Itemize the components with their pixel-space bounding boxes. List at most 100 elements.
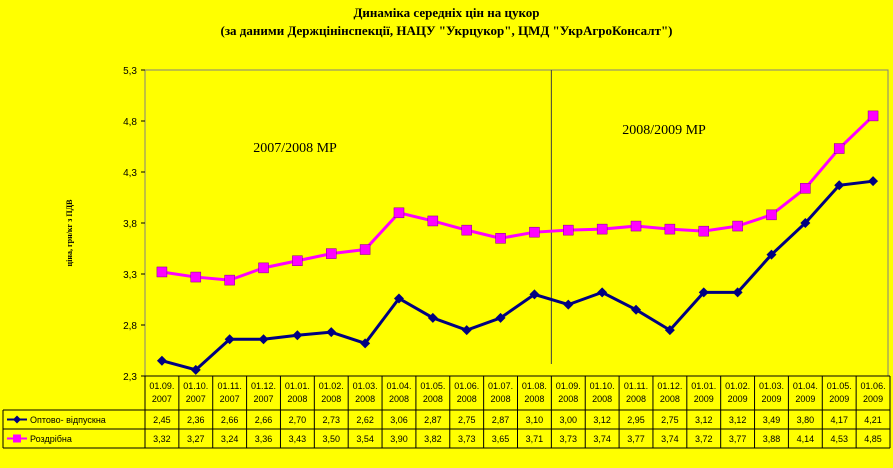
table-category-label: 01.12. (251, 381, 276, 391)
table-value-cell: 3,12 (729, 415, 747, 425)
table-value-cell: 3,90 (390, 434, 408, 444)
table-category-label: 01.05. (420, 381, 445, 391)
series-point-0 (664, 325, 675, 336)
annotation-2007-2008: 2007/2008 МР (253, 141, 337, 156)
y-tick-label: 2,3 (123, 372, 137, 383)
table-category-label: 2008 (355, 394, 375, 404)
table-category-label: 2009 (795, 394, 815, 404)
table-value-cell: 3,27 (187, 434, 205, 444)
table-category-label: 01.08. (522, 381, 547, 391)
table-category-label: 01.11. (217, 381, 241, 391)
y-tick-label: 4,3 (123, 168, 137, 179)
table-category-label: 2008 (423, 394, 443, 404)
series-point-1 (461, 224, 472, 236)
table-category-label: 01.03. (759, 381, 784, 391)
series-point-0 (258, 334, 269, 345)
y-tick-label: 3,8 (123, 219, 137, 230)
chart-subtitle: (за даними Держцінінспекції, НАЦУ "Укрцу… (220, 23, 673, 38)
table-value-cell: 3,71 (526, 434, 544, 444)
table-value-cell: 3,73 (458, 434, 476, 444)
series-point-0 (461, 325, 472, 336)
chart-title: Динаміка середніх цін на цукор (353, 5, 540, 20)
table-category-label: 2008 (524, 394, 544, 404)
table-value-cell: 4,85 (864, 434, 882, 444)
series-point-1 (800, 183, 811, 194)
table-category-label: 2008 (321, 394, 341, 404)
table-value-cell: 4,17 (830, 415, 848, 425)
series-point-0 (393, 293, 404, 304)
table-value-cell: 3,88 (763, 434, 781, 444)
table-value-cell: 3,54 (356, 434, 374, 444)
table-value-cell: 3,80 (797, 415, 815, 425)
table-value-cell: 2,45 (153, 415, 171, 425)
table-category-label: 01.06. (861, 381, 886, 391)
table-category-label: 01.03. (353, 381, 378, 391)
table-category-label: 2008 (592, 394, 612, 404)
legend-key-marker (13, 415, 21, 424)
series-point-1 (427, 215, 439, 227)
series-point-0 (834, 180, 845, 191)
table-value-cell: 3,32 (153, 434, 171, 444)
series-point-1 (292, 255, 303, 266)
table-value-cell: 4,21 (864, 415, 882, 425)
series-point-1 (698, 225, 709, 237)
series-point-1 (326, 248, 337, 259)
table-value-cell: 4,14 (797, 434, 815, 444)
table-category-label: 01.04. (793, 381, 818, 391)
table-value-cell: 3,50 (322, 434, 340, 444)
y-tick-label: 2,8 (123, 321, 137, 332)
annotation-2008-2009: 2008/2009 МР (622, 123, 706, 138)
series-point-1 (630, 220, 642, 232)
table-category-label: 01.09. (149, 381, 174, 391)
table-category-label: 2007 (186, 394, 206, 404)
table-category-label: 2008 (389, 394, 409, 404)
table-category-label: 2009 (728, 394, 748, 404)
table-value-cell: 2,66 (255, 415, 273, 425)
series-point-1 (732, 220, 743, 232)
table-category-label: 01.01. (285, 381, 310, 391)
series-point-1 (664, 223, 676, 235)
series-point-0 (495, 312, 506, 323)
table-category-label: 2008 (660, 394, 680, 404)
table-category-label: 01.07. (488, 381, 513, 391)
series-point-1 (224, 274, 235, 286)
table-category-label: 2009 (761, 394, 781, 404)
table-value-cell: 2,87 (492, 415, 510, 425)
table-value-cell: 3,00 (560, 415, 578, 425)
table-value-cell: 2,73 (322, 415, 340, 425)
table-value-cell: 3,24 (221, 434, 239, 444)
y-tick-label: 5,3 (123, 66, 137, 77)
table-value-cell: 3,49 (763, 415, 781, 425)
table-value-cell: 4,53 (830, 434, 848, 444)
table-value-cell: 2,75 (661, 415, 679, 425)
table-category-label: 2008 (491, 394, 511, 404)
table-category-label: 2007 (152, 394, 172, 404)
series-point-1 (258, 262, 269, 274)
series-point-0 (427, 312, 438, 323)
table-value-cell: 3,74 (593, 434, 611, 444)
table-category-label: 01.05. (827, 381, 852, 391)
series-point-0 (156, 355, 167, 366)
table-category-label: 01.02. (319, 381, 344, 391)
table-category-label: 2007 (220, 394, 240, 404)
plot-area (144, 69, 889, 377)
series-point-1 (393, 207, 405, 219)
table-category-label: 2009 (694, 394, 714, 404)
table-value-cell: 2,36 (187, 415, 205, 425)
series-point-1 (766, 209, 777, 221)
series-line-0 (161, 179, 874, 372)
series-point-0 (224, 334, 235, 345)
table-value-cell: 2,75 (458, 415, 476, 425)
series-point-0 (732, 287, 743, 298)
series-point-1 (529, 226, 540, 238)
series-point-0 (529, 289, 540, 300)
series-point-1 (156, 266, 168, 278)
table-value-cell: 3,10 (526, 415, 544, 425)
table-value-cell: 2,95 (627, 415, 645, 425)
table-category-label: 01.04. (386, 381, 411, 391)
series-point-1 (563, 224, 574, 236)
table-category-label: 01.01. (691, 381, 716, 391)
table-value-cell: 3,77 (627, 434, 645, 444)
chart-title-block: Динаміка середніх цін на цукор (за даним… (0, 4, 893, 40)
